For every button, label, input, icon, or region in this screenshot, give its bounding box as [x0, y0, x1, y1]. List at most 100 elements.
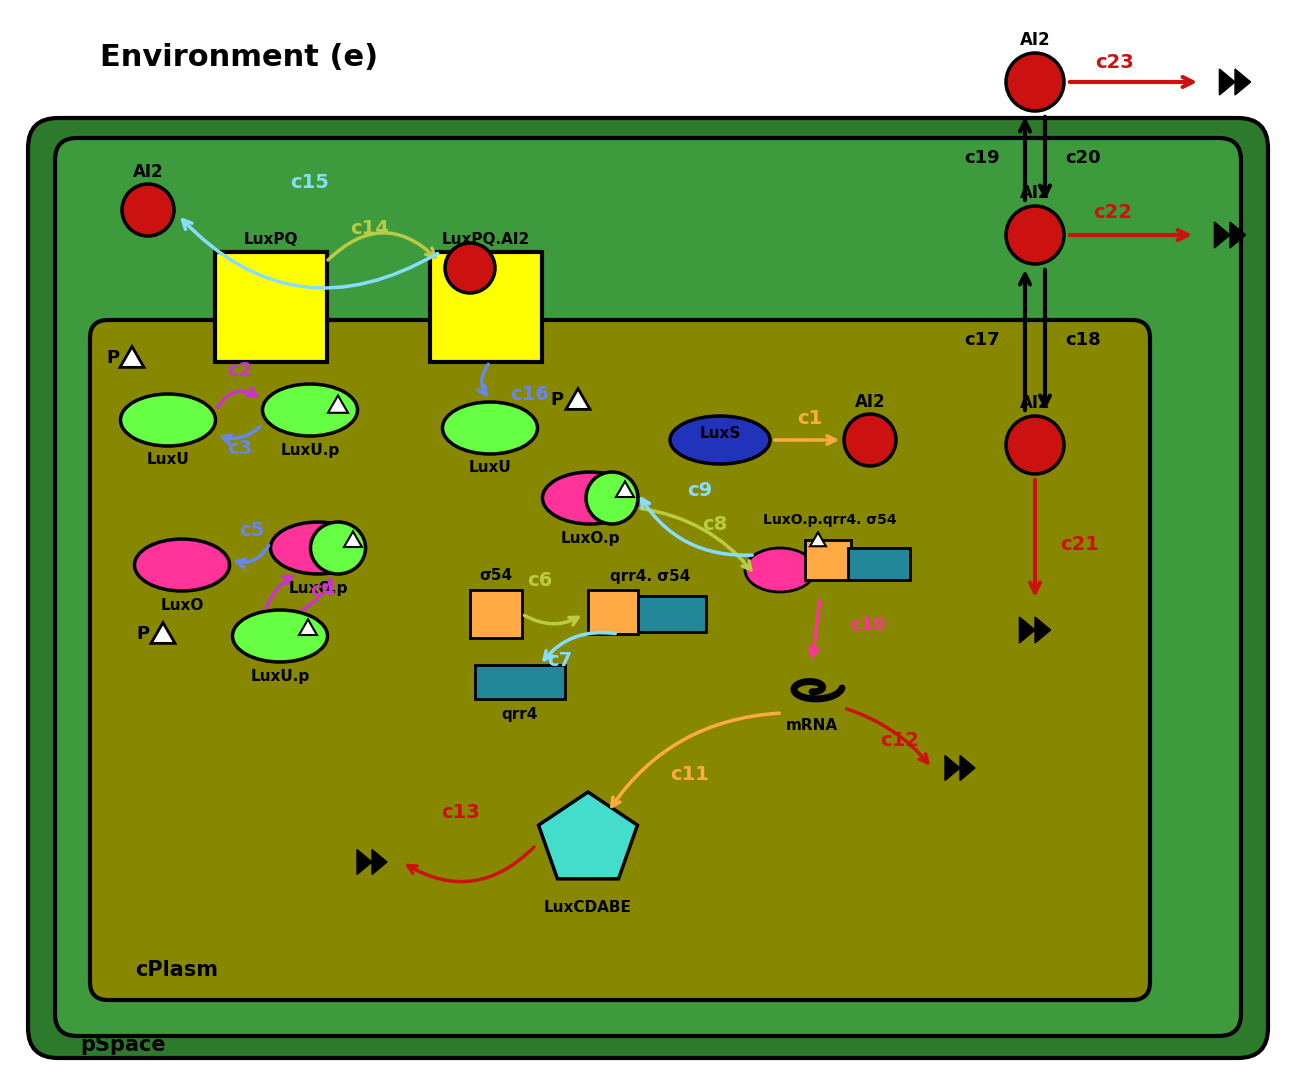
Text: c21: c21: [1060, 535, 1099, 555]
Text: c6: c6: [527, 570, 552, 590]
Polygon shape: [328, 395, 349, 413]
FancyArrowPatch shape: [1069, 230, 1187, 240]
Text: LuxPQ.AI2: LuxPQ.AI2: [442, 233, 530, 248]
Bar: [476, 665, 565, 699]
Polygon shape: [1214, 222, 1230, 248]
Text: c4: c4: [310, 581, 336, 600]
FancyArrowPatch shape: [266, 577, 292, 608]
Polygon shape: [960, 756, 975, 781]
FancyArrowPatch shape: [810, 601, 819, 656]
Polygon shape: [810, 533, 826, 546]
Text: c12: c12: [880, 731, 919, 749]
Text: c1: c1: [797, 408, 823, 427]
FancyArrowPatch shape: [223, 427, 260, 443]
Polygon shape: [121, 346, 144, 367]
FancyArrowPatch shape: [640, 509, 750, 570]
Text: c13: c13: [441, 803, 480, 821]
FancyArrowPatch shape: [218, 389, 257, 407]
Text: LuxU: LuxU: [469, 461, 512, 475]
Ellipse shape: [670, 416, 770, 464]
Text: c3: c3: [227, 439, 253, 458]
Polygon shape: [356, 850, 372, 875]
Ellipse shape: [135, 539, 229, 591]
FancyArrowPatch shape: [1039, 270, 1050, 405]
Ellipse shape: [232, 610, 328, 662]
Bar: [470, 590, 522, 638]
Text: c22: c22: [1094, 203, 1133, 223]
Text: c9: c9: [687, 480, 713, 499]
Ellipse shape: [543, 472, 638, 524]
Text: P: P: [106, 349, 119, 367]
Bar: [430, 252, 542, 363]
Text: AI2: AI2: [1020, 183, 1050, 202]
Ellipse shape: [442, 402, 538, 454]
Text: LuxO.p.qrr4. σ54: LuxO.p.qrr4. σ54: [763, 513, 897, 527]
Ellipse shape: [844, 414, 896, 466]
FancyArrowPatch shape: [642, 499, 752, 555]
FancyArrowPatch shape: [328, 233, 435, 260]
Text: c18: c18: [1065, 331, 1100, 349]
FancyArrowPatch shape: [525, 616, 578, 625]
Text: c15: c15: [290, 174, 329, 192]
Text: c20: c20: [1065, 149, 1100, 167]
Polygon shape: [945, 756, 960, 781]
Text: LuxO.p: LuxO.p: [560, 531, 619, 546]
FancyArrowPatch shape: [183, 219, 438, 288]
FancyArrowPatch shape: [408, 847, 534, 881]
FancyArrowPatch shape: [478, 365, 489, 394]
FancyArrowPatch shape: [846, 709, 928, 763]
Text: c14: c14: [350, 218, 389, 237]
Text: P: P: [551, 391, 564, 410]
Text: LuxO: LuxO: [161, 597, 203, 613]
Text: c10: c10: [850, 616, 885, 634]
Polygon shape: [299, 619, 318, 636]
FancyArrowPatch shape: [1020, 274, 1030, 411]
Ellipse shape: [271, 522, 365, 574]
Polygon shape: [1235, 69, 1251, 95]
FancyBboxPatch shape: [29, 118, 1267, 1058]
Text: AI2: AI2: [1020, 394, 1050, 412]
Text: c7: c7: [547, 651, 573, 669]
Bar: [215, 252, 327, 363]
FancyBboxPatch shape: [89, 320, 1150, 1000]
FancyArrowPatch shape: [1039, 117, 1050, 195]
Polygon shape: [372, 850, 388, 875]
FancyArrowPatch shape: [1020, 121, 1030, 200]
Ellipse shape: [745, 548, 815, 592]
Text: σ54: σ54: [480, 569, 512, 583]
Text: c17: c17: [964, 331, 1001, 349]
FancyArrowPatch shape: [544, 632, 616, 660]
Text: c2: c2: [227, 360, 253, 380]
FancyArrowPatch shape: [236, 545, 268, 568]
Text: c11: c11: [670, 765, 709, 784]
Polygon shape: [1230, 222, 1245, 248]
FancyArrowPatch shape: [775, 436, 836, 444]
Polygon shape: [152, 622, 175, 643]
Text: Environment (e): Environment (e): [100, 44, 378, 72]
FancyArrowPatch shape: [302, 579, 332, 609]
Text: AI2: AI2: [854, 393, 885, 411]
Polygon shape: [1020, 617, 1036, 643]
Polygon shape: [1036, 617, 1051, 643]
Text: LuxPQ: LuxPQ: [244, 233, 298, 248]
Text: c23: c23: [1095, 52, 1134, 71]
Polygon shape: [566, 389, 590, 410]
FancyArrowPatch shape: [1030, 479, 1039, 593]
Ellipse shape: [263, 384, 358, 436]
Text: P: P: [137, 625, 150, 643]
Bar: [588, 590, 638, 634]
Text: LuxU: LuxU: [146, 452, 189, 467]
Text: qrr4. σ54: qrr4. σ54: [610, 569, 691, 583]
Ellipse shape: [1006, 206, 1064, 264]
FancyArrowPatch shape: [1069, 78, 1192, 87]
Ellipse shape: [311, 522, 365, 574]
Polygon shape: [616, 482, 634, 497]
FancyArrowPatch shape: [612, 713, 779, 807]
Ellipse shape: [1006, 416, 1064, 474]
Ellipse shape: [586, 472, 638, 524]
Text: AI2: AI2: [1020, 31, 1050, 49]
Text: AI2: AI2: [132, 163, 163, 181]
Polygon shape: [343, 532, 362, 547]
Text: c16: c16: [511, 385, 550, 404]
Ellipse shape: [445, 244, 495, 293]
